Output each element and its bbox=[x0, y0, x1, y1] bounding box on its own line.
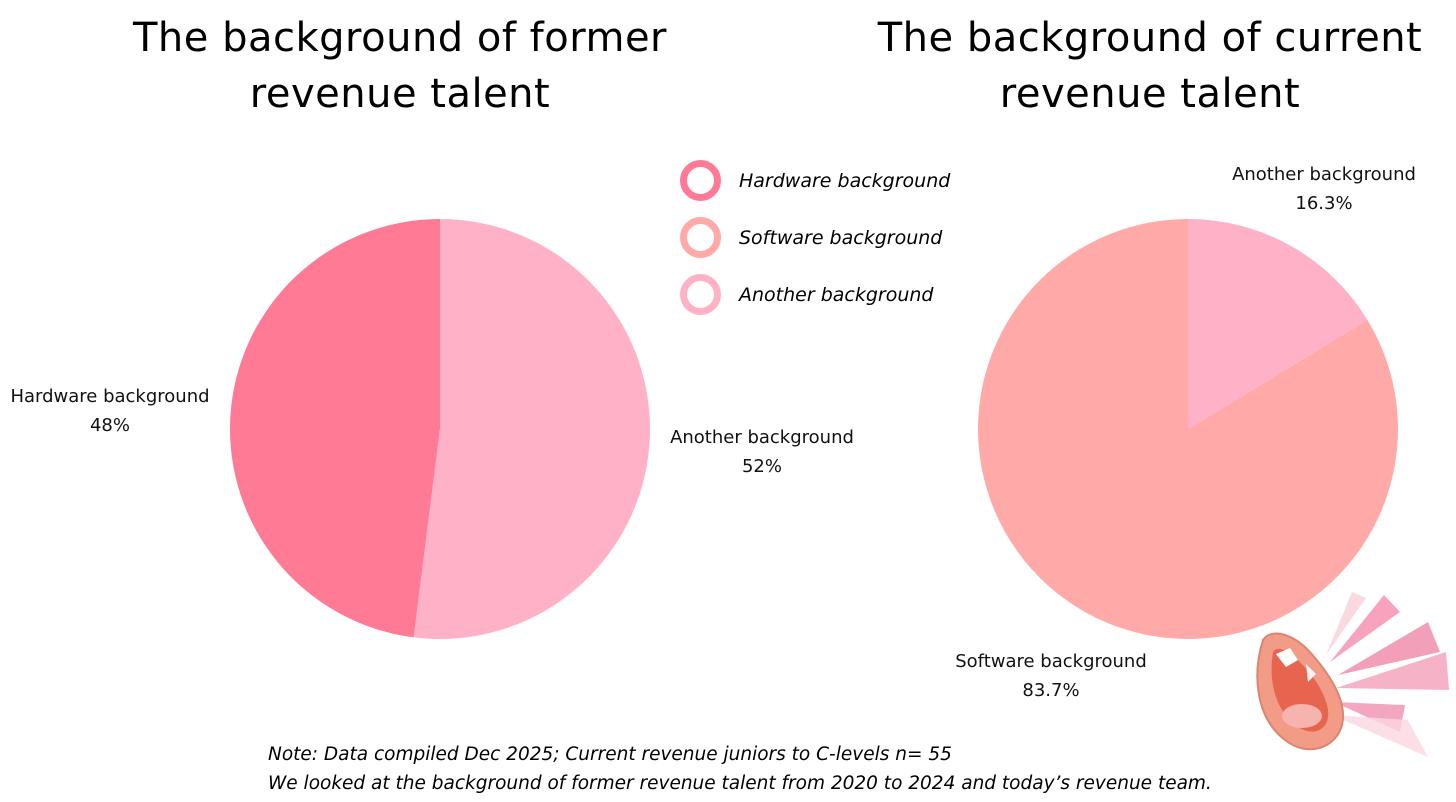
slice-label-another-former: Another background bbox=[670, 427, 854, 448]
legend-label-hardware: Hardware background bbox=[739, 169, 951, 192]
footnote: Note: Data compiled Dec 2025; Current re… bbox=[268, 740, 1212, 798]
slice-label-software: Software background bbox=[955, 651, 1147, 672]
right-chart-title: The background of current revenue talent bbox=[877, 15, 1423, 117]
shouting-mouth-illustration-icon bbox=[1256, 592, 1449, 757]
legend-item-hardware: Hardware background bbox=[680, 160, 950, 201]
current-slice-0 bbox=[1188, 219, 1368, 429]
left-chart-title: The background of former revenue talent bbox=[133, 15, 667, 117]
legend-swatch-hardware bbox=[680, 160, 721, 201]
footnote-line-2: We looked at the background of former re… bbox=[268, 773, 1212, 794]
slice-label-hardware: Hardware background bbox=[10, 386, 209, 407]
legend: Hardware background Software background … bbox=[680, 160, 950, 331]
legend-swatch-another bbox=[680, 274, 721, 315]
slice-value-software: 83.7% bbox=[1022, 680, 1079, 701]
legend-item-software: Software background bbox=[680, 217, 950, 258]
former-slice-0 bbox=[229, 219, 440, 638]
slice-label-another-current: Another background bbox=[1232, 164, 1416, 185]
former-slice-1 bbox=[413, 219, 650, 639]
slice-value-another-former: 52% bbox=[742, 456, 782, 477]
legend-item-another: Another background bbox=[680, 274, 950, 315]
current-talent-pie bbox=[978, 219, 1398, 639]
legend-label-another: Another background bbox=[739, 283, 934, 306]
slice-value-another-current: 16.3% bbox=[1295, 193, 1352, 214]
footnote-line-1: Note: Data compiled Dec 2025; Current re… bbox=[268, 744, 952, 765]
former-talent-pie bbox=[229, 219, 650, 639]
current-slice-1 bbox=[978, 219, 1398, 639]
legend-swatch-software bbox=[680, 217, 721, 258]
slice-value-hardware: 48% bbox=[90, 415, 130, 436]
legend-label-software: Software background bbox=[739, 226, 943, 249]
